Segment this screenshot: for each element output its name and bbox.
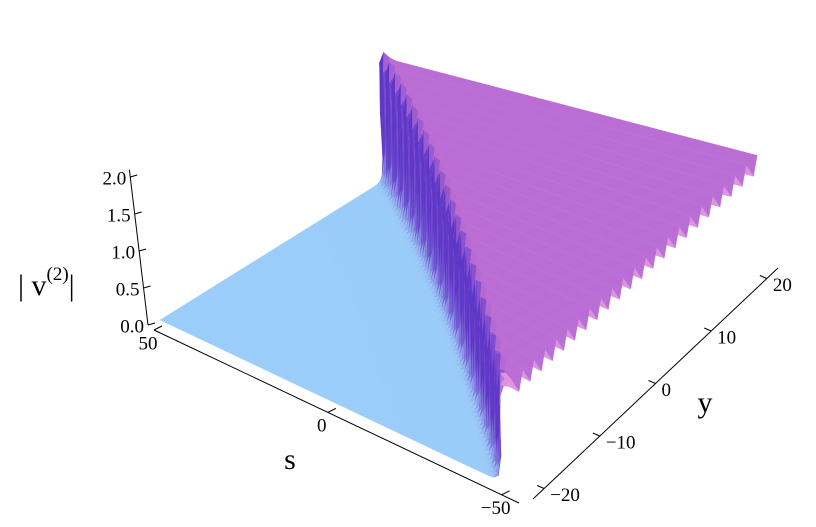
- surface: [159, 51, 758, 478]
